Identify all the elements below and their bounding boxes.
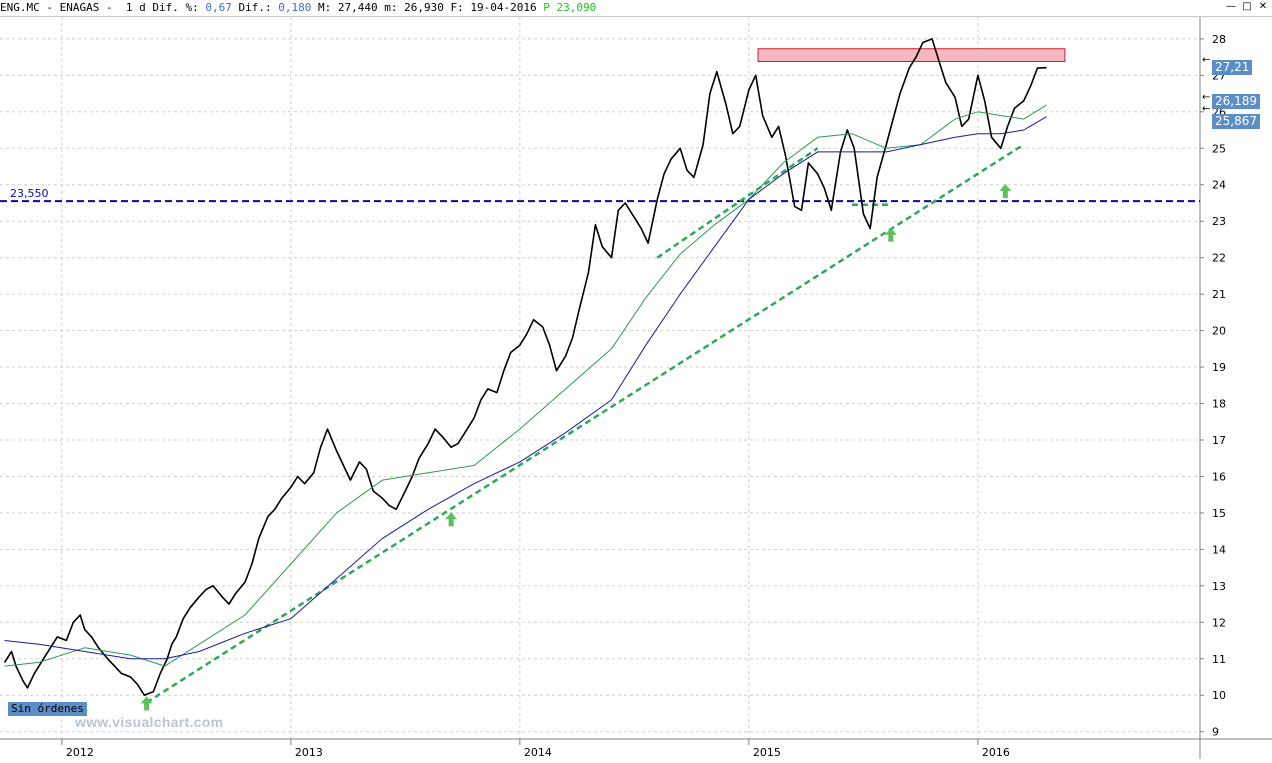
max-label: M: — [317, 1, 332, 14]
period-label: 1 d — [125, 1, 146, 14]
last-price-pointer: ← — [1202, 55, 1210, 66]
y-tick-label: 10 — [1212, 689, 1226, 702]
y-tick-label: 22 — [1212, 252, 1226, 265]
y-tick-label: 11 — [1212, 653, 1226, 666]
up-arrow-icon — [445, 512, 458, 527]
y-tick-label: 15 — [1212, 507, 1226, 520]
y-tick-label: 24 — [1212, 179, 1226, 192]
price-series-line — [3, 38, 1047, 697]
trendline — [145, 143, 1025, 704]
x-tick-label: 2013 — [295, 746, 323, 759]
p-label: P — [543, 1, 550, 14]
y-tick-label: 20 — [1212, 325, 1226, 338]
y-tick-label: 18 — [1212, 398, 1226, 411]
up-arrow-icon — [140, 696, 153, 711]
diff-value: 0,180 — [278, 1, 312, 14]
y-tick-label: 14 — [1212, 543, 1226, 556]
close-button[interactable]: ✕ — [1258, 1, 1268, 12]
ma-long-pointer: ← — [1202, 104, 1210, 115]
ma-short-badge: 26,189 — [1212, 93, 1260, 109]
support-line-label: 23,550 — [10, 187, 49, 200]
symbol-label: ENG.MC — [0, 1, 40, 14]
minimize-button[interactable]: — — [1226, 1, 1236, 12]
last-price-badge: 27,21 — [1212, 59, 1253, 75]
y-tick-label: 12 — [1212, 616, 1226, 629]
orders-status-badge: Sin órdenes — [8, 702, 87, 716]
date-value: 19-04-2016 — [470, 1, 537, 14]
window-controls: — □ ✕ — [1226, 1, 1268, 13]
y-tick-label: 9 — [1212, 726, 1219, 739]
y-tick-label: 13 — [1212, 580, 1226, 593]
x-tick-label: 2015 — [753, 746, 781, 759]
p-value: 23,090 — [556, 1, 597, 14]
ma-short-series-line — [4, 104, 1047, 667]
y-tick-label: 23 — [1212, 215, 1226, 228]
ma-short-pointer: ← — [1202, 92, 1210, 103]
pct-change-value: 0,67 — [205, 1, 232, 14]
y-tick-label: 21 — [1212, 288, 1226, 301]
ma-long-series-line — [4, 116, 1047, 660]
up-arrow-icon — [884, 227, 897, 242]
x-tick-label: 2016 — [982, 746, 1010, 759]
watermark-text: www.visualchart.com — [75, 714, 224, 730]
ma-long-badge: 25,867 — [1212, 113, 1260, 129]
trendline — [656, 147, 819, 259]
y-tick-label: 25 — [1212, 142, 1226, 155]
min-label: m: — [384, 1, 398, 14]
price-chart-svg[interactable]: 9101112131415161718192021222324252627282… — [0, 17, 1272, 763]
up-arrow-icon — [999, 184, 1012, 199]
y-tick-label: 16 — [1212, 470, 1226, 483]
chart-area[interactable]: 9 10 11 12 13 14 15 16 17 18 19 20 21 22 23 24 25 26 27 28 2… — [0, 17, 1272, 763]
company-name: ENAGAS — [59, 1, 100, 14]
date-label: F: — [450, 1, 464, 14]
y-tick-label: 19 — [1212, 361, 1226, 374]
diff-label: Dif.: — [238, 1, 272, 14]
min-value: 26,930 — [404, 1, 444, 14]
maximize-button[interactable]: □ — [1242, 1, 1252, 12]
x-tick-label: 2012 — [66, 746, 94, 759]
y-tick-label: 17 — [1212, 434, 1226, 447]
chart-title-bar: ENG.MC - ENAGAS - 1 d Dif. %: 0,67 Dif.:… — [0, 0, 1272, 17]
max-value: 27,440 — [337, 1, 378, 14]
pct-change-label: Dif. %: — [152, 1, 199, 14]
resistance-zone — [757, 48, 1066, 62]
y-tick-label: 28 — [1212, 33, 1226, 46]
x-tick-label: 2014 — [524, 746, 552, 759]
